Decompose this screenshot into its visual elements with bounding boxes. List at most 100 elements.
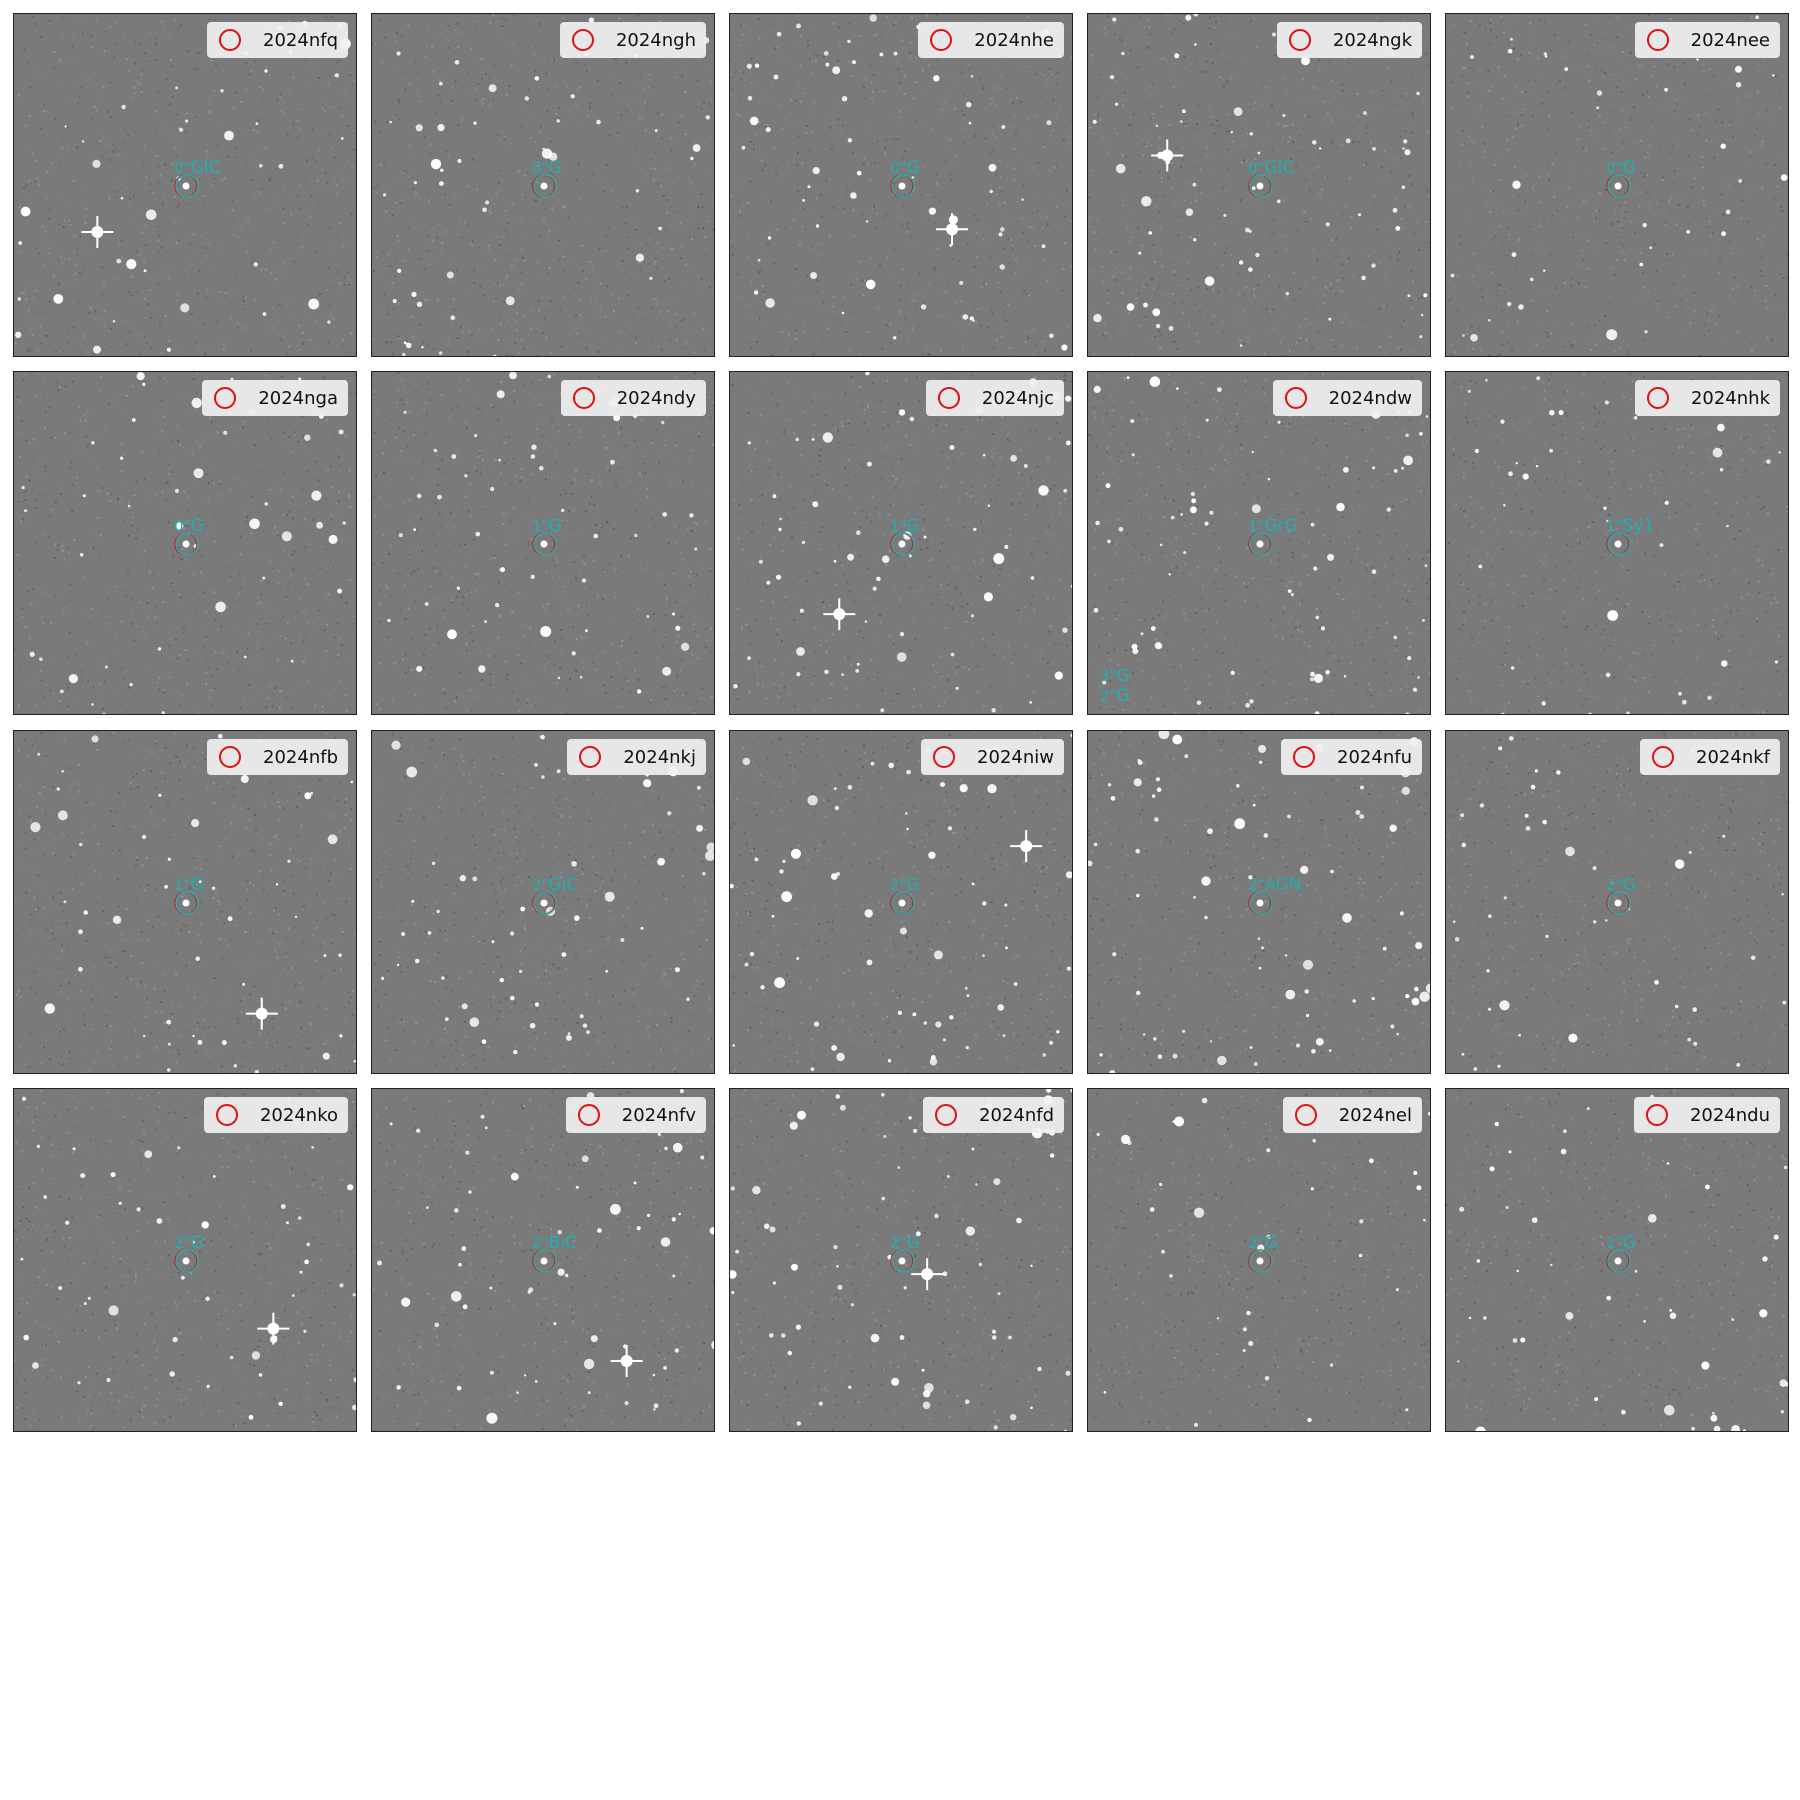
star	[191, 397, 202, 409]
host-circle	[533, 174, 557, 198]
cutout-panel-2024nhe: 0"G 2024nhe	[729, 13, 1073, 357]
red-circle-icon	[937, 387, 960, 409]
star	[964, 1399, 970, 1404]
star	[534, 1002, 540, 1007]
host-separation: 2"	[1248, 876, 1265, 894]
star	[1112, 952, 1117, 957]
star	[181, 1275, 185, 1280]
star	[1541, 701, 1546, 706]
star	[215, 601, 226, 613]
star	[413, 181, 417, 185]
star	[1190, 506, 1197, 514]
star	[942, 1038, 946, 1042]
star	[588, 17, 595, 23]
host-source	[182, 1257, 190, 1265]
cutout-panel-2024ndw: 1"GrG 3"G 2"G 2024ndw	[1087, 371, 1431, 715]
legend: 2024njc	[925, 380, 1064, 416]
star	[218, 733, 223, 739]
star	[68, 674, 78, 684]
transient-name: 2024nfq	[263, 29, 338, 51]
star	[1505, 1206, 1509, 1209]
star	[700, 1155, 705, 1160]
star	[1508, 1150, 1512, 1154]
star	[1587, 1107, 1590, 1110]
star	[401, 1297, 411, 1307]
star	[120, 196, 124, 200]
star	[505, 296, 515, 306]
star	[897, 1166, 900, 1169]
star	[779, 869, 784, 874]
star	[813, 1021, 820, 1027]
star	[1681, 699, 1687, 705]
star	[1248, 229, 1252, 233]
star	[1713, 1425, 1721, 1431]
star	[1470, 55, 1474, 59]
host-class: G	[548, 516, 562, 536]
star	[174, 488, 179, 493]
star	[500, 567, 505, 573]
star	[1118, 526, 1124, 532]
star	[705, 850, 714, 861]
star	[510, 931, 515, 936]
star	[1239, 344, 1243, 347]
star	[730, 1186, 735, 1191]
star	[1030, 1264, 1033, 1267]
star	[1327, 553, 1335, 561]
host-class: G	[906, 516, 920, 536]
star	[1659, 543, 1664, 547]
star	[754, 63, 760, 68]
star	[1664, 1405, 1675, 1416]
sky-image	[14, 372, 356, 714]
star	[1102, 680, 1107, 685]
star	[1109, 1070, 1116, 1073]
star	[1457, 1360, 1460, 1363]
star	[1023, 464, 1028, 468]
star	[855, 669, 860, 673]
star	[281, 531, 292, 542]
star	[1419, 432, 1423, 436]
star	[1755, 15, 1759, 19]
star	[192, 1240, 196, 1244]
star	[510, 995, 515, 1001]
star	[758, 559, 763, 564]
star	[264, 502, 268, 506]
star	[1295, 1043, 1301, 1048]
star	[424, 602, 429, 606]
star	[1474, 448, 1479, 454]
star	[1556, 770, 1561, 775]
star	[1403, 139, 1408, 144]
star	[1242, 1349, 1246, 1353]
star	[1056, 1030, 1060, 1034]
transient-name: 2024nko	[259, 1104, 338, 1126]
star	[969, 316, 974, 321]
star	[893, 51, 898, 56]
star	[1016, 1217, 1022, 1224]
star	[530, 454, 536, 459]
star	[1511, 252, 1517, 257]
star	[327, 834, 338, 845]
bright-star	[1010, 830, 1043, 863]
host-class: G	[190, 1233, 204, 1253]
star	[306, 1242, 311, 1247]
star	[965, 1046, 969, 1050]
star	[810, 272, 818, 279]
star	[437, 124, 445, 132]
star	[338, 953, 342, 957]
star	[396, 1385, 401, 1390]
star	[322, 1052, 330, 1060]
star	[1136, 893, 1140, 898]
star	[678, 1212, 681, 1216]
star	[605, 969, 609, 973]
star	[657, 857, 665, 866]
star	[1305, 1013, 1310, 1018]
star	[1133, 778, 1142, 787]
star	[1256, 1072, 1260, 1073]
star	[118, 1201, 122, 1205]
star	[417, 493, 422, 499]
star	[571, 651, 576, 656]
star	[530, 574, 535, 579]
star	[20, 1257, 24, 1261]
star	[771, 914, 775, 918]
transient-name: 2024nhe	[974, 29, 1054, 51]
star	[403, 341, 407, 345]
